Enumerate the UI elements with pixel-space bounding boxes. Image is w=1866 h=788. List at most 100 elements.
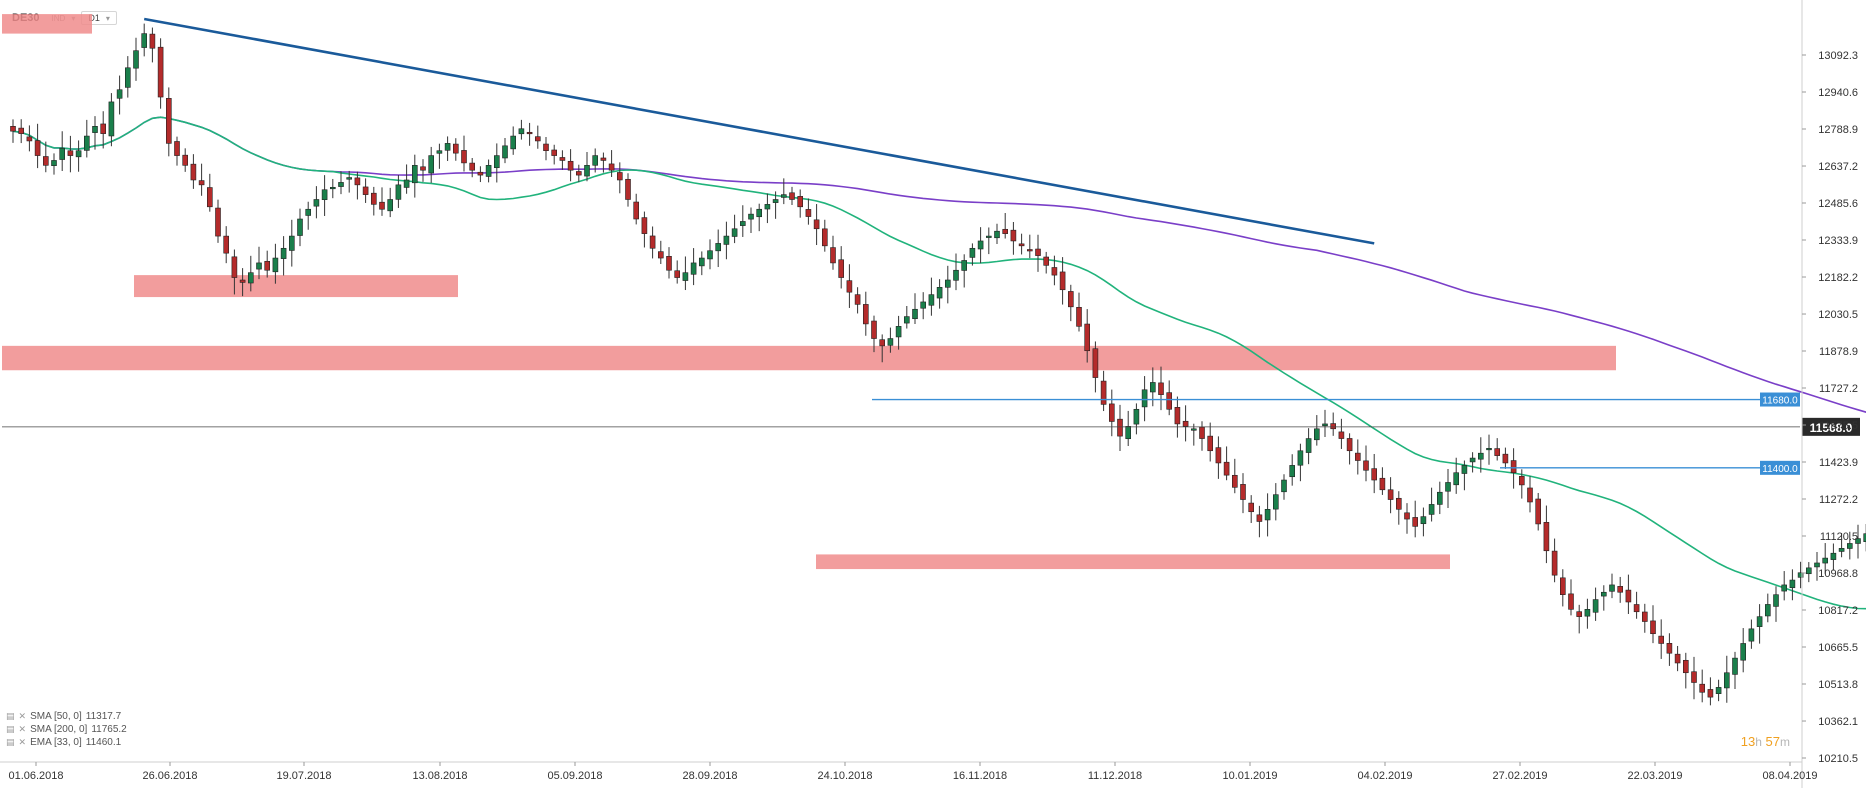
candle-body [157,46,164,98]
candle-body [1051,267,1058,276]
candle-body [452,143,459,154]
candle-body [379,201,385,210]
candle-body [1535,498,1541,525]
sma-200-line [12,116,1866,413]
candle-body [871,320,877,339]
current-price-value: 11568.0 [1810,421,1853,435]
indicator-lines-layer [12,116,1866,610]
candle-body [182,154,188,166]
candle-body [748,213,754,220]
y-axis-label: 11878.9 [1819,346,1858,358]
candle-body [1355,452,1361,461]
candle-body [895,326,902,338]
y-axis-label: 10817.2 [1818,605,1858,617]
candle-body [411,165,418,184]
candle-body [346,177,353,180]
legend-label: SMA [50, 0] [30,711,82,722]
candle-body [1059,271,1066,291]
candle-body [1814,562,1820,568]
close-icon[interactable]: ✕ [18,737,27,747]
candle-body [1273,494,1279,510]
candle-body [1748,628,1755,642]
candle-body [1322,423,1328,427]
candle-body [1010,229,1017,242]
close-icon[interactable]: ✕ [18,711,27,721]
candle-body [1338,431,1345,439]
legend-value: 11317.7 [85,711,122,722]
candle-body [1100,380,1107,405]
candle-body [1289,465,1295,478]
candle-body [502,145,508,159]
candle-body [1018,243,1025,247]
y-axis-label: 10968.8 [1818,568,1858,580]
candle-body [1043,256,1049,266]
candle-body [1502,453,1509,464]
candle-body [575,171,582,176]
x-axis-label: 27.02.2019 [1492,770,1547,782]
candle-body [920,301,927,309]
close-icon[interactable]: ✕ [18,724,27,734]
candle-body [1847,543,1853,549]
candle-body [1838,548,1845,552]
candle-body [698,257,705,267]
candle-body [1568,593,1574,610]
candle-body [854,294,861,305]
candle-body [928,294,935,306]
candle-body [1396,497,1402,510]
indicator-settings-icon[interactable]: ▤ [6,724,15,734]
candle-body [1724,672,1730,689]
candle-body [805,209,812,217]
indicator-settings-icon[interactable]: ▤ [6,737,15,747]
candle-body [1117,418,1123,437]
x-axis-label: 16.11.2018 [953,770,1007,782]
candle-body [1191,428,1197,431]
candle-body [395,184,402,200]
candle-body [166,98,172,144]
sma-50-line [12,116,1866,610]
candle-body [1527,487,1533,503]
candle-body [838,259,845,278]
candle-body [1756,616,1763,627]
x-axis-label: 19.07.2018 [276,770,331,782]
candle-body [256,262,262,270]
x-axis-label: 11.12.2018 [1088,770,1142,782]
candle-body [1806,567,1812,575]
candle-body [272,257,279,273]
candle-body [1486,448,1492,451]
candle-body [657,251,664,259]
candle-body [1379,477,1386,491]
candle-body [903,316,910,324]
candle-body [936,287,943,299]
candle-body [912,308,918,320]
candle-body [739,221,746,226]
x-axis-label: 24.10.2018 [817,770,872,782]
candle-body [1699,683,1705,693]
x-axis-label: 10.01.2019 [1222,770,1277,782]
candle-body [1650,620,1656,635]
candle-body [215,207,221,237]
indicator-settings-icon[interactable]: ▤ [6,711,15,721]
candle-body [190,163,197,181]
candle-body [67,150,74,156]
candle-body [1863,533,1866,542]
candle-body [1683,659,1689,674]
candle-body [321,189,328,201]
candle-body [1461,465,1468,474]
candle-body [26,136,33,142]
candle-body [1551,550,1558,576]
y-axis-label: 12940.6 [1818,87,1858,99]
candle-body [1240,484,1246,500]
candle-body [1625,589,1632,603]
x-axis-label: 26.06.2018 [142,770,197,782]
candle-body [1346,438,1353,452]
level-value: 11400.0 [1762,464,1798,475]
candle-body [682,272,689,281]
candle-body [387,199,394,212]
candles-layer [10,23,1866,706]
candle-body [108,101,115,137]
candle-body [1453,472,1459,486]
candle-body [1715,687,1722,694]
y-axis-label: 11575.5 [1819,420,1858,432]
candle-body [141,33,147,48]
